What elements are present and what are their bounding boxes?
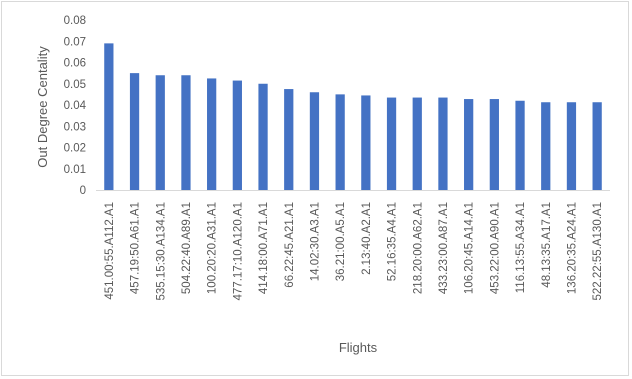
x-tick-label: 414.18:00.A71.A1 [258, 202, 270, 294]
bar [258, 83, 268, 190]
x-axis-ticks: 451.00:55.A112.A1 457.19:50.A61.A1 535.15:… [104, 202, 604, 300]
bar [129, 73, 140, 190]
y-tick-label: 0 [80, 185, 86, 197]
x-tick-label: 66.22:45.A21.A1 [284, 202, 296, 288]
bar [309, 92, 320, 190]
x-tick-label: 36.21:00.A5.A1 [335, 202, 347, 281]
bar [386, 97, 397, 190]
bar [489, 99, 499, 190]
x-tick-label: 48.13:35.A17.A1 [541, 202, 553, 288]
x-tick-label: 433.23:00.A87.A1 [438, 202, 450, 294]
x-tick-label: 218.20:00.A62.A1 [412, 202, 424, 294]
y-tick-label: 0.08 [64, 15, 86, 27]
bar [181, 75, 191, 190]
bar [104, 43, 114, 190]
y-tick-label: 0.05 [64, 79, 86, 91]
y-tick-label: 0.02 [64, 143, 86, 155]
x-tick-label: 522.22:55.A130.A1 [592, 202, 604, 300]
bar [438, 97, 448, 190]
x-tick-label: 504.22:40.A89.A1 [181, 202, 193, 294]
bar [207, 78, 217, 190]
x-axis-title: Flights [339, 340, 378, 355]
x-tick-label: 136.20:35.A24.A1 [566, 202, 578, 294]
y-tick-label: 0.01 [64, 164, 86, 176]
bar [284, 89, 294, 190]
x-tick-label: 451.00:55.A112.A1 [104, 202, 116, 300]
bars [104, 43, 602, 190]
y-axis-title: Out Degree Centality [35, 46, 50, 168]
x-tick-label: 14.02:30.A3.A1 [309, 202, 321, 281]
y-tick-label: 0.06 [64, 58, 86, 70]
bar [515, 100, 525, 190]
y-axis-ticks: 0 0.01 0.02 0.03 0.04 0.05 0.06 0.07 0.08 [64, 15, 87, 197]
bar [592, 102, 602, 190]
x-tick-label: 457.19:50.A61.A1 [130, 202, 142, 294]
bar [232, 80, 242, 190]
y-tick-label: 0.04 [64, 100, 87, 112]
y-tick-label: 0.07 [64, 36, 86, 48]
bar [541, 102, 551, 190]
bar [155, 75, 165, 190]
y-tick-label: 0.03 [64, 121, 86, 133]
bar [412, 97, 422, 190]
x-tick-label: 535.15:30.A134.A1 [155, 202, 167, 300]
x-tick-label: 52.16:35.A4.A1 [387, 202, 399, 281]
bar [335, 94, 345, 190]
bar [566, 102, 577, 190]
x-tick-label: 477.17:10.A120.A1 [232, 202, 244, 300]
bar [464, 99, 474, 190]
x-tick-label: 453.22:00.A90.A1 [489, 202, 501, 294]
x-tick-label: 116.13:55.A34.A1 [515, 202, 527, 293]
bar [361, 95, 371, 190]
x-tick-label: 106.20:45.A14.A1 [464, 202, 476, 294]
x-tick-label: 2.13:40.A2.A1 [361, 202, 373, 275]
x-tick-label: 100.20:20.A31.A1 [207, 202, 219, 294]
